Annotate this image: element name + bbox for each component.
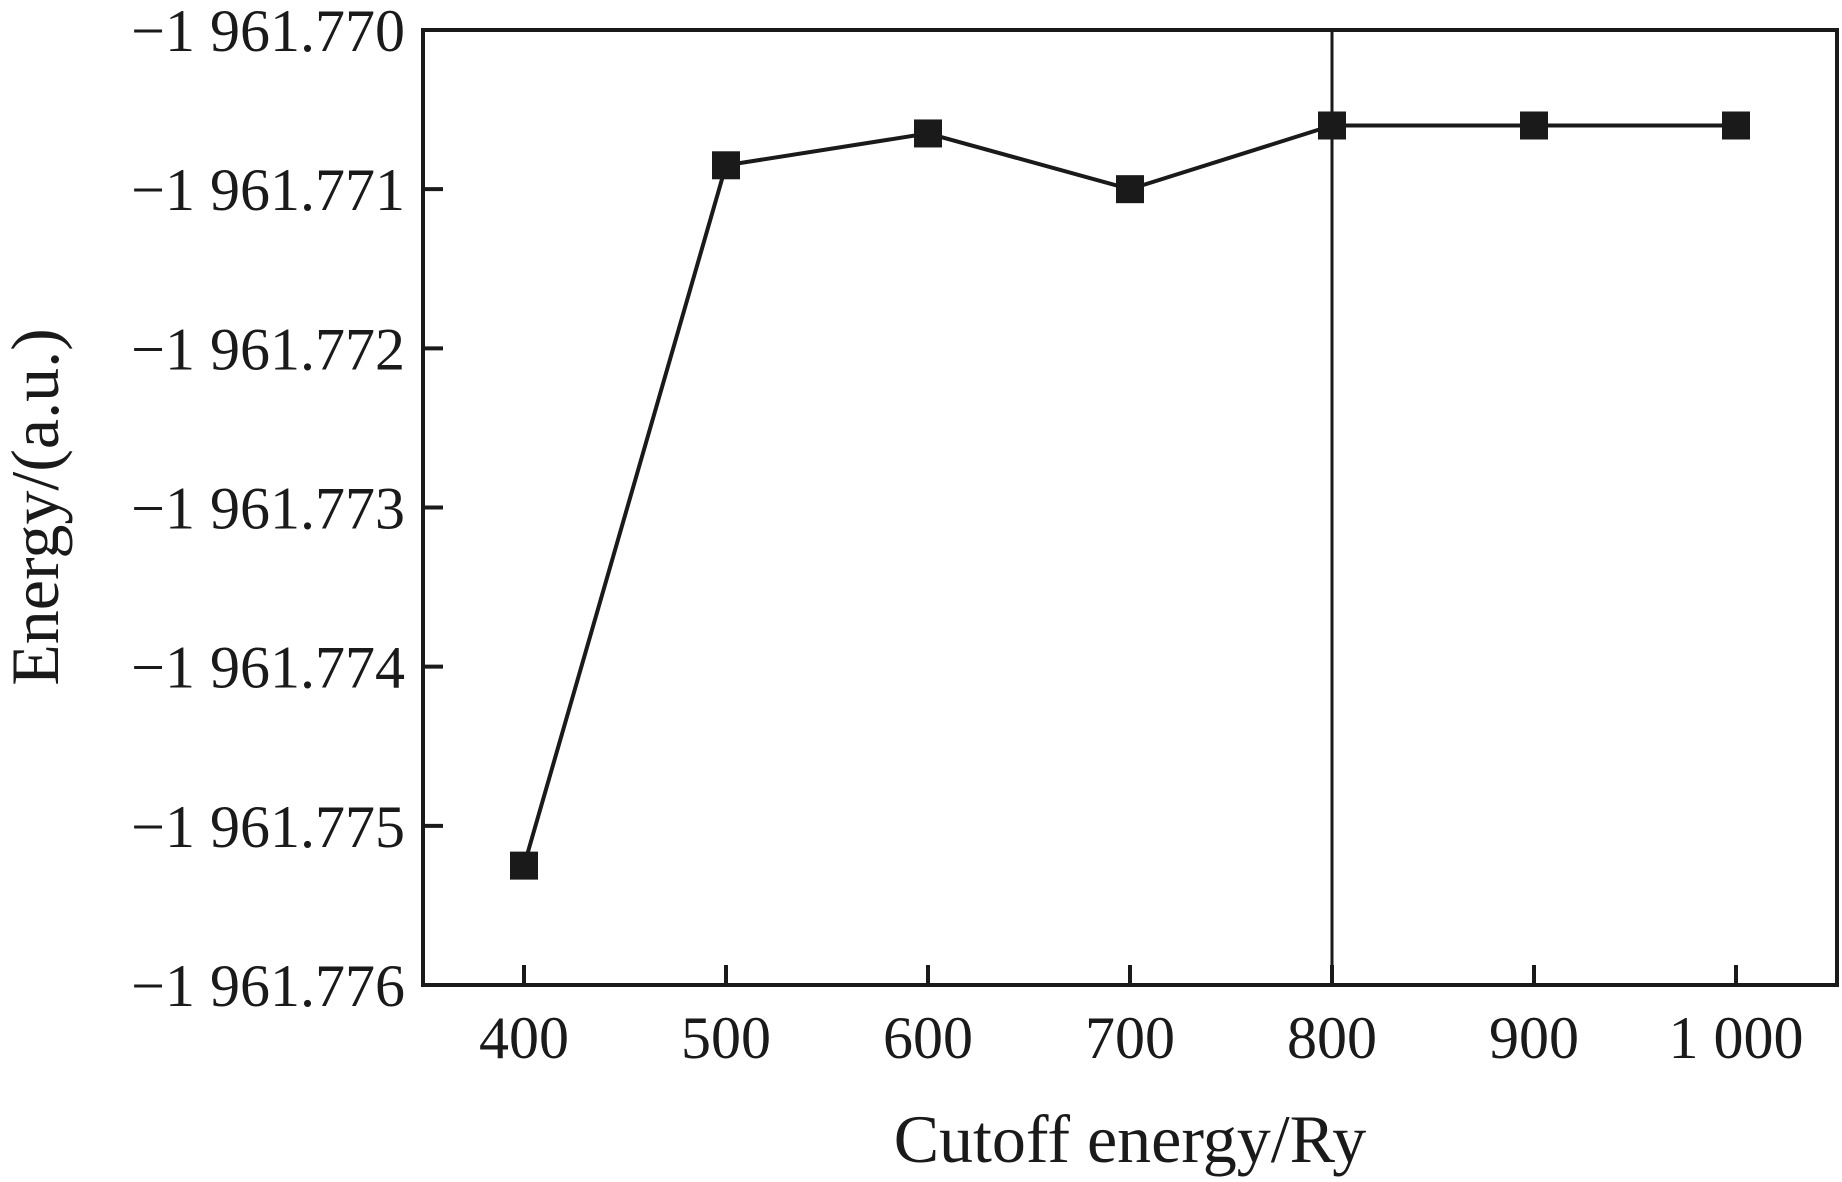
y-tick-label: −1 961.772 [131,316,405,382]
y-tick-label: −1 961.775 [131,794,405,860]
y-tick-label: −1 961.770 [131,0,405,64]
data-point-marker [712,151,740,180]
y-tick-label: −1 961.774 [131,635,405,701]
y-tick-label: −1 961.773 [131,476,405,542]
data-point-marker [1520,111,1548,140]
chart-generated-layer: −1 961.770 −1 961.771 −1 961.772 −1 961.773… [131,0,1839,1071]
data-point-marker [1116,175,1144,204]
energy-line [522,123,1736,867]
y-tick-label: −1 961.776 [131,953,405,1019]
x-tick-label: 700 [1085,1005,1175,1071]
x-axis-title: Cutoff energy/Ry [894,1101,1367,1177]
x-tick-label: 400 [479,1005,569,1071]
x-tick-label: 500 [681,1005,771,1071]
x-tick-label: 800 [1287,1005,1377,1071]
y-axis-title: Energy/(a.u.) [0,328,73,686]
plot-frame [421,28,1839,987]
x-tick-label: 900 [1489,1005,1579,1071]
x-tick-label: 1 000 [1669,1005,1804,1071]
data-point-marker [1722,111,1750,140]
y-tick-label: −1 961.771 [131,157,405,223]
x-tick-label: 600 [883,1005,973,1071]
data-point-marker [510,851,538,880]
data-point-marker [1318,111,1346,140]
data-point-marker [914,119,942,148]
